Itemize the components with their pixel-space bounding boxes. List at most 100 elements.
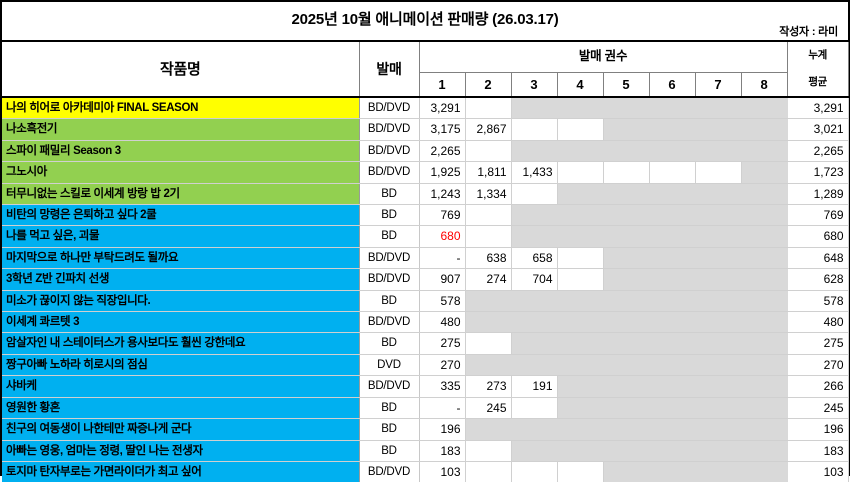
cell-volume-4[interactable] <box>557 161 604 184</box>
cell-volume-5[interactable] <box>603 440 650 462</box>
cell-volume-6[interactable] <box>649 332 696 355</box>
cell-volume-8[interactable] <box>741 225 788 248</box>
cell-volume-1[interactable]: 103 <box>419 461 466 482</box>
cell-volume-6[interactable] <box>649 397 696 420</box>
cell-volume-2[interactable] <box>465 225 512 248</box>
cell-volume-8[interactable] <box>741 375 788 398</box>
cell-volume-5[interactable] <box>603 225 650 248</box>
cell-cumulative-average[interactable]: 275 <box>786 332 849 355</box>
cell-cumulative-average[interactable]: 648 <box>786 247 849 270</box>
cell-title[interactable]: 토지마 탄자부로는 가면라이더가 최고 싶어 <box>2 461 360 482</box>
cell-volume-2[interactable] <box>465 311 512 334</box>
cell-volume-7[interactable] <box>695 247 742 270</box>
cell-volume-7[interactable] <box>695 268 742 291</box>
table-row[interactable]: 영원한 황혼 BD -245 245 <box>2 397 849 420</box>
cell-volume-6[interactable] <box>649 97 696 120</box>
cell-title[interactable]: 스파이 패밀리 Season 3 <box>2 140 360 163</box>
cell-volume-2[interactable]: 273 <box>465 375 512 398</box>
cell-volume-6[interactable] <box>649 161 696 184</box>
table-row[interactable]: 나의 히어로 아카데미아 FINAL SEASON BD/DVD 3,291 3,29… <box>2 97 849 120</box>
cell-volume-3[interactable] <box>511 183 558 206</box>
cell-volume-5[interactable] <box>603 97 650 120</box>
cell-volume-2[interactable] <box>465 440 512 462</box>
cell-volume-4[interactable] <box>557 225 604 248</box>
cell-media-format[interactable]: BD <box>359 440 420 462</box>
cell-volume-2[interactable] <box>465 140 512 163</box>
cell-volume-2[interactable] <box>465 461 512 482</box>
table-row[interactable]: 그노시아 BD/DVD 1,925 1,811 1,433 1,723 <box>2 161 849 184</box>
cell-cumulative-average[interactable]: 245 <box>786 397 849 420</box>
cell-volume-8[interactable] <box>741 97 788 120</box>
table-row[interactable]: 토지마 탄자부로는 가면라이더가 최고 싶어 BD/DVD 103 103 <box>2 461 849 482</box>
cell-title[interactable]: 영원한 황혼 <box>2 397 360 420</box>
cell-media-format[interactable]: DVD <box>359 354 420 377</box>
cell-volume-8[interactable] <box>741 118 788 141</box>
cell-title[interactable]: 짱구아빠 노하라 히로시의 점심 <box>2 354 360 377</box>
cell-title[interactable]: 친구의 여동생이 나한테만 짜증나게 군다 <box>2 418 360 441</box>
cell-title[interactable]: 이세계 콰르텟 3 <box>2 311 360 334</box>
cell-volume-3[interactable]: 704 <box>511 268 558 291</box>
cell-volume-3[interactable] <box>511 225 558 248</box>
cell-title[interactable]: 그노시아 <box>2 161 360 184</box>
cell-volume-8[interactable] <box>741 418 788 441</box>
cell-volume-1[interactable]: 275 <box>419 332 466 355</box>
cell-volume-8[interactable] <box>741 354 788 377</box>
cell-volume-5[interactable] <box>603 461 650 482</box>
cell-volume-8[interactable] <box>741 247 788 270</box>
cell-title[interactable]: 미소가 끊이지 않는 직장입니다. <box>2 290 360 313</box>
cell-cumulative-average[interactable]: 1,289 <box>786 183 849 206</box>
cell-cumulative-average[interactable]: 628 <box>786 268 849 291</box>
table-row[interactable]: 3학년 Z반 긴파치 선생 BD/DVD 907 274 704 628 <box>2 268 849 291</box>
cell-cumulative-average[interactable]: 196 <box>786 418 849 441</box>
cell-title[interactable]: 터무니없는 스킬로 이세계 방랑 밥 2기 <box>2 183 360 206</box>
cell-media-format[interactable]: BD/DVD <box>359 247 420 270</box>
cell-volume-1[interactable]: 2,265 <box>419 140 466 163</box>
cell-volume-1[interactable]: 1,925 <box>419 161 466 184</box>
cell-volume-1[interactable]: 1,243 <box>419 183 466 206</box>
cell-volume-2[interactable]: 1,334 <box>465 183 512 206</box>
cell-volume-4[interactable] <box>557 183 604 206</box>
cell-volume-4[interactable] <box>557 418 604 441</box>
cell-volume-3[interactable] <box>511 332 558 355</box>
cell-volume-4[interactable] <box>557 290 604 313</box>
cell-volume-4[interactable] <box>557 97 604 120</box>
cell-volume-8[interactable] <box>741 290 788 313</box>
cell-volume-7[interactable] <box>695 225 742 248</box>
cell-volume-3[interactable] <box>511 418 558 441</box>
cell-volume-3[interactable]: 658 <box>511 247 558 270</box>
cell-volume-7[interactable] <box>695 354 742 377</box>
cell-volume-5[interactable] <box>603 418 650 441</box>
cell-volume-4[interactable] <box>557 332 604 355</box>
cell-volume-5[interactable] <box>603 332 650 355</box>
cell-cumulative-average[interactable]: 1,723 <box>786 161 849 184</box>
cell-volume-5[interactable] <box>603 354 650 377</box>
cell-volume-3[interactable] <box>511 204 558 227</box>
cell-volume-1[interactable]: 769 <box>419 204 466 227</box>
cell-volume-1[interactable]: 680 <box>419 225 466 248</box>
cell-volume-6[interactable] <box>649 290 696 313</box>
cell-volume-8[interactable] <box>741 332 788 355</box>
cell-volume-4[interactable] <box>557 375 604 398</box>
cell-media-format[interactable]: BD <box>359 418 420 441</box>
cell-volume-6[interactable] <box>649 461 696 482</box>
cell-volume-1[interactable]: - <box>419 397 466 420</box>
cell-volume-8[interactable] <box>741 397 788 420</box>
cell-cumulative-average[interactable]: 266 <box>786 375 849 398</box>
cell-volume-1[interactable]: 3,291 <box>419 97 466 120</box>
cell-media-format[interactable]: BD <box>359 204 420 227</box>
cell-volume-6[interactable] <box>649 268 696 291</box>
cell-volume-4[interactable] <box>557 440 604 462</box>
cell-media-format[interactable]: BD/DVD <box>359 140 420 163</box>
cell-volume-2[interactable]: 2,867 <box>465 118 512 141</box>
cell-volume-5[interactable] <box>603 140 650 163</box>
cell-title[interactable]: 나를 먹고 싶은, 괴물 <box>2 225 360 248</box>
cell-media-format[interactable]: BD/DVD <box>359 118 420 141</box>
cell-media-format[interactable]: BD <box>359 225 420 248</box>
cell-cumulative-average[interactable]: 3,291 <box>786 97 849 120</box>
table-row[interactable]: 나를 먹고 싶은, 괴물 BD 680 680 <box>2 225 849 248</box>
cell-volume-1[interactable]: - <box>419 247 466 270</box>
cell-volume-3[interactable] <box>511 140 558 163</box>
cell-volume-1[interactable]: 480 <box>419 311 466 334</box>
cell-cumulative-average[interactable]: 3,021 <box>786 118 849 141</box>
cell-volume-6[interactable] <box>649 311 696 334</box>
